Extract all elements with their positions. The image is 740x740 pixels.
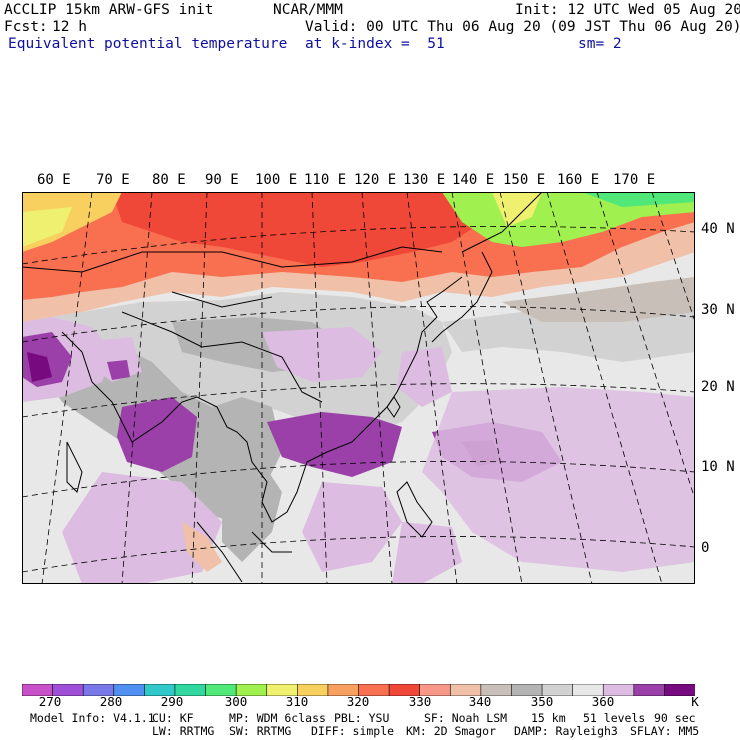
- graticule: [22, 192, 695, 584]
- lat-label: 10 N: [701, 459, 735, 475]
- legend-tick: 300: [224, 694, 248, 709]
- lon-label: 140 E: [452, 172, 495, 188]
- legend-tick: 290: [160, 694, 184, 709]
- legend-tick: 350: [530, 694, 554, 709]
- field-north-band: [22, 192, 695, 322]
- lat-label: 40 N: [701, 221, 735, 237]
- legend-tick: 330: [408, 694, 432, 709]
- model-info-sw: SW: RRTMG: [229, 724, 292, 738]
- field-warm-patch: [182, 522, 222, 572]
- model-info-sf: SF: Noah LSM: [424, 711, 508, 725]
- model-info-res: 15 km: [531, 711, 566, 725]
- legend-tick: 280: [99, 694, 123, 709]
- model-info-cu: CU: KF: [152, 711, 194, 725]
- model-title: ACCLIP 15km ARW-GFS init: [4, 2, 214, 18]
- legend-tick: 270: [38, 694, 62, 709]
- legend-tick: 310: [285, 694, 309, 709]
- model-info-lw: LW: RRTMG: [152, 724, 215, 738]
- lon-label: 60 E: [37, 172, 71, 188]
- coastlines: [22, 192, 543, 583]
- model-info-damp: DAMP: Rayleigh3: [514, 724, 618, 738]
- fcst-value: 12 h: [52, 19, 87, 35]
- smoothing-info: sm= 2: [578, 36, 622, 52]
- map-border: [22, 192, 695, 584]
- field-name: Equivalent potential temperature: [8, 36, 288, 52]
- model-info-version: Model Info: V4.1.1: [30, 711, 155, 725]
- legend-unit: K: [691, 694, 699, 709]
- lon-label: 170 E: [613, 172, 656, 188]
- lon-label: 100 E: [255, 172, 298, 188]
- valid-time: Valid: 00 UTC Thu 06 Aug 20 (09 JST Thu …: [305, 19, 740, 35]
- model-info-timestep: 90 sec: [654, 711, 696, 725]
- init-time: Init: 12 UTC Wed 05 Aug 20: [515, 2, 740, 18]
- model-info-levels: 51 levels: [583, 711, 646, 725]
- model-info-diff: DIFF: simple: [311, 724, 395, 738]
- model-info-pbl: PBL: YSU: [334, 711, 390, 725]
- lat-label: 20 N: [701, 379, 735, 395]
- lon-label: 110 E: [304, 172, 347, 188]
- lon-label: 90 E: [205, 172, 239, 188]
- lon-label: 130 E: [403, 172, 446, 188]
- lon-label: 160 E: [557, 172, 600, 188]
- lat-label: 30 N: [701, 302, 735, 318]
- model-info-sflay: SFLAY: MM5: [630, 724, 700, 738]
- legend-swatch: [633, 683, 666, 697]
- color-legend: [21, 681, 696, 697]
- org-label: NCAR/MMM: [273, 2, 343, 18]
- legend-tick: 340: [468, 694, 492, 709]
- lon-label: 80 E: [152, 172, 186, 188]
- fcst-label: Fcst:: [4, 19, 48, 35]
- model-info-mp: MP: WDM 6class: [229, 711, 326, 725]
- legend-tick: 320: [346, 694, 370, 709]
- legend-tick: 360: [591, 694, 615, 709]
- lon-label: 70 E: [96, 172, 130, 188]
- lon-label: 120 E: [354, 172, 397, 188]
- lon-label: 150 E: [503, 172, 546, 188]
- model-info-km: KM: 2D Smagor: [406, 724, 497, 738]
- lat-label: 0: [701, 540, 710, 556]
- map-panel: [22, 192, 695, 584]
- level-info: at k-index = 51: [305, 36, 445, 52]
